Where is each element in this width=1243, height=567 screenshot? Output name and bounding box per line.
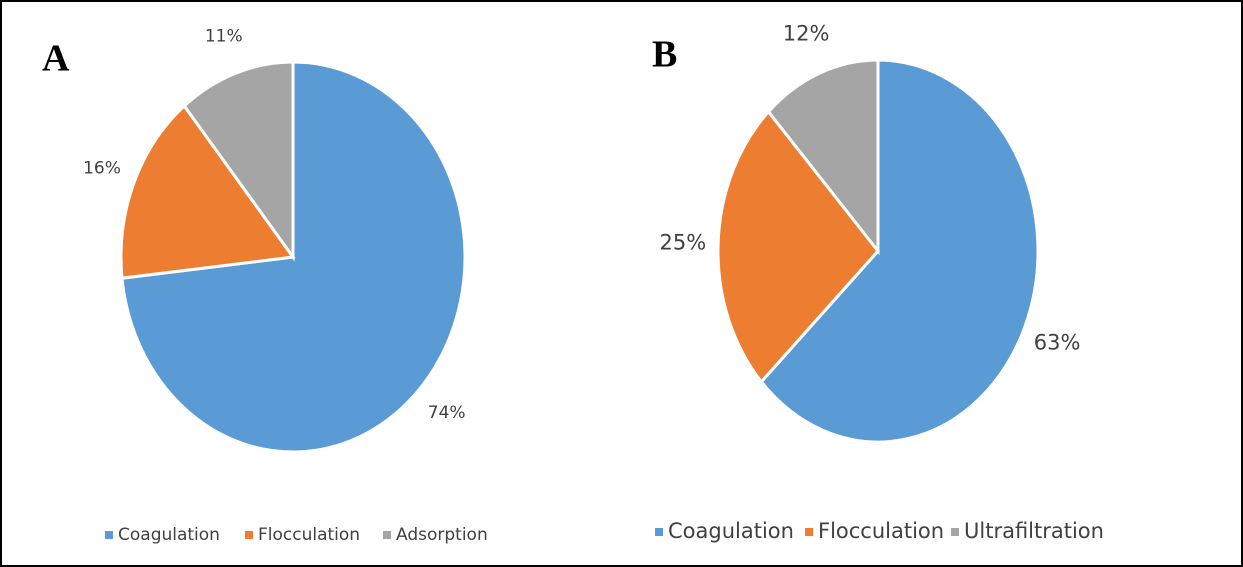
pie-slice xyxy=(766,58,880,256)
data-label: 63% xyxy=(1034,331,1081,355)
legend-label: Flocculation xyxy=(258,525,360,545)
panel-label: A xyxy=(42,38,70,80)
legend-label: Coagulation xyxy=(668,519,794,543)
data-label: 74% xyxy=(428,403,466,423)
legend-swatch xyxy=(951,528,959,536)
legend-label: Coagulation xyxy=(118,525,220,545)
legend-label: Ultrafiltration xyxy=(964,519,1104,543)
data-label: 12% xyxy=(783,21,830,45)
legend-swatch xyxy=(655,528,663,536)
pie-slice xyxy=(119,103,296,280)
legend-label: Flocculation xyxy=(818,519,944,543)
data-label: 25% xyxy=(660,231,707,255)
legend-swatch xyxy=(245,531,253,539)
legend-swatch xyxy=(105,531,113,539)
data-label: 11% xyxy=(205,27,243,47)
legend-swatch xyxy=(383,531,391,539)
pie-slice xyxy=(182,60,295,262)
data-label: 16% xyxy=(83,158,121,178)
legend-label: Adsorption xyxy=(396,525,488,545)
pie-slice xyxy=(716,109,880,385)
pie-slice xyxy=(759,58,1040,444)
panel-label: B xyxy=(652,34,677,76)
legend-swatch xyxy=(805,528,813,536)
